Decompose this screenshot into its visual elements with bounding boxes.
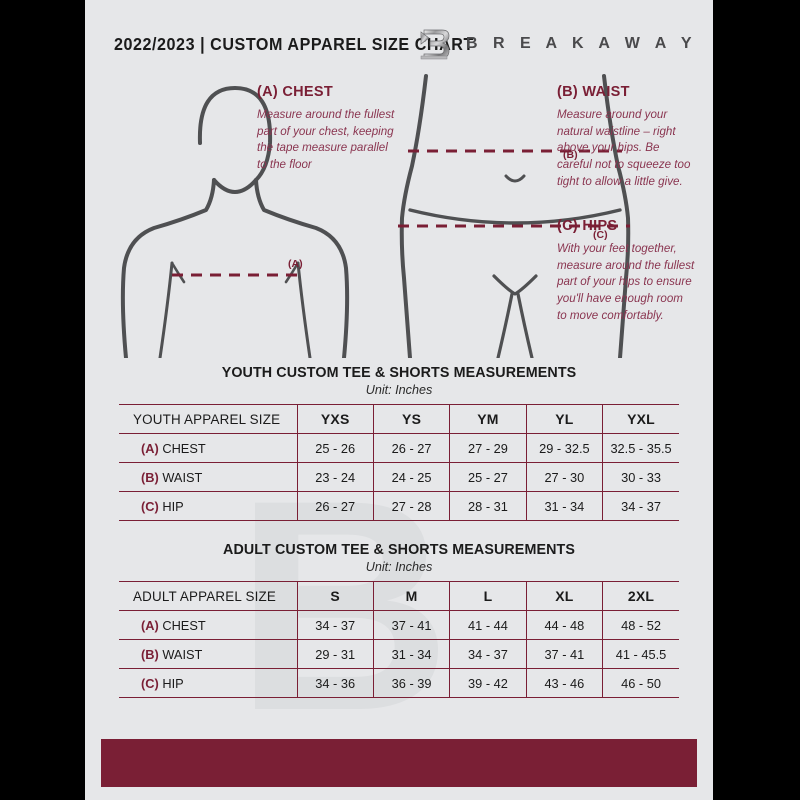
youth-size-table: YOUTH APPAREL SIZE YXS YS YM YL YXL (A) … bbox=[119, 404, 679, 521]
youth-cell-0-0: 25 - 26 bbox=[296, 433, 374, 463]
adult-header-row: ADULT APPAREL SIZE S M L XL 2XL bbox=[119, 581, 679, 611]
youth-cell-1-3: 27 - 30 bbox=[525, 462, 603, 492]
youth-row-1-name: WAIST bbox=[162, 469, 203, 485]
youth-size-col-4: YXL bbox=[602, 404, 679, 434]
youth-cell-1-1: 24 - 25 bbox=[372, 462, 450, 492]
youth-cell-0-3: 29 - 32.5 bbox=[525, 433, 603, 463]
body-diagrams: (A) (B) (C) (A) CHEST Measure around the… bbox=[85, 68, 713, 358]
adult-size-col-2: L bbox=[449, 581, 527, 611]
adult-row-2-name: HIP bbox=[162, 675, 184, 691]
adult-cell-1-3: 37 - 41 bbox=[525, 639, 603, 669]
youth-row-1-tag: (B) bbox=[141, 469, 159, 485]
adult-row-1-label: (B) WAIST bbox=[119, 639, 297, 669]
youth-row-0-label: (A) CHEST bbox=[119, 433, 297, 463]
youth-header-row: YOUTH APPAREL SIZE YXS YS YM YL YXL bbox=[119, 404, 679, 434]
adult-cell-2-3: 43 - 46 bbox=[525, 668, 603, 698]
adult-cell-2-2: 39 - 42 bbox=[449, 668, 527, 698]
table-row: (B) WAIST 29 - 31 31 - 34 34 - 37 37 - 4… bbox=[119, 639, 679, 669]
adult-size-col-1: M bbox=[372, 581, 450, 611]
waist-note-body: Measure around your natural waistline – … bbox=[557, 108, 691, 188]
youth-size-col-1: YS bbox=[372, 404, 450, 434]
adult-row-0-tag: (A) bbox=[141, 617, 159, 633]
table-row: (B) WAIST 23 - 24 24 - 25 25 - 27 27 - 3… bbox=[119, 462, 679, 492]
table-row: (A) CHEST 34 - 37 37 - 41 41 - 44 44 - 4… bbox=[119, 610, 679, 640]
youth-row-1-label: (B) WAIST bbox=[119, 462, 297, 492]
adult-cell-1-4: 41 - 45.5 bbox=[602, 639, 679, 669]
size-chart-page: B 2022/2023 | CUSTOM APPAREL SIZE CHART bbox=[85, 0, 713, 800]
youth-cell-2-3: 31 - 34 bbox=[525, 491, 603, 521]
adult-row-0-label: (A) CHEST bbox=[119, 610, 297, 640]
youth-cell-2-2: 28 - 31 bbox=[449, 491, 527, 521]
youth-cell-0-2: 27 - 29 bbox=[449, 433, 527, 463]
hips-note-body: With your feet together, measure around … bbox=[557, 242, 695, 322]
youth-cell-0-1: 26 - 27 bbox=[372, 433, 450, 463]
youth-table-title: YOUTH CUSTOM TEE & SHORTS MEASUREMENTS bbox=[221, 365, 577, 381]
adult-size-header: ADULT APPAREL SIZE bbox=[119, 581, 297, 611]
youth-cell-2-1: 27 - 28 bbox=[372, 491, 450, 521]
adult-size-col-3: XL bbox=[525, 581, 603, 611]
table-row: (C) HIP 26 - 27 27 - 28 28 - 31 31 - 34 … bbox=[119, 491, 679, 521]
lower-body-figure bbox=[398, 74, 631, 358]
youth-cell-2-0: 26 - 27 bbox=[296, 491, 374, 521]
adult-row-0-name: CHEST bbox=[162, 617, 206, 633]
adult-row-2-tag: (C) bbox=[141, 675, 159, 691]
table-row: (C) HIP 34 - 36 36 - 39 39 - 42 43 - 46 … bbox=[119, 668, 679, 698]
adult-row-2-label: (C) HIP bbox=[119, 668, 297, 698]
chest-note: (A) CHEST Measure around the fullest par… bbox=[257, 84, 395, 174]
adult-size-col-0: S bbox=[296, 581, 374, 611]
adult-cell-0-4: 48 - 52 bbox=[602, 610, 679, 640]
adult-row-1-name: WAIST bbox=[162, 646, 203, 662]
adult-cell-0-1: 37 - 41 bbox=[372, 610, 450, 640]
hips-note: (C) HIPS With your feet together, measur… bbox=[557, 218, 695, 324]
page-title: 2022/2023 | CUSTOM APPAREL SIZE CHART bbox=[114, 33, 474, 54]
page-header: 2022/2023 | CUSTOM APPAREL SIZE CHART B … bbox=[85, 24, 713, 64]
breakaway-b-logo-icon bbox=[420, 29, 450, 60]
youth-cell-1-2: 25 - 27 bbox=[449, 462, 527, 492]
adult-row-1-tag: (B) bbox=[141, 646, 159, 662]
youth-size-col-0: YXS bbox=[296, 404, 374, 434]
adult-size-col-4: 2XL bbox=[602, 581, 679, 611]
adult-table-block: ADULT CUSTOM TEE & SHORTS MEASUREMENTS U… bbox=[85, 542, 713, 698]
youth-size-col-2: YM bbox=[449, 404, 527, 434]
brand-name: B R E A K A W A Y bbox=[466, 35, 697, 52]
adult-cell-2-4: 46 - 50 bbox=[602, 668, 679, 698]
adult-cell-2-0: 34 - 36 bbox=[296, 668, 374, 698]
adult-cell-1-0: 29 - 31 bbox=[296, 639, 374, 669]
adult-cell-0-2: 41 - 44 bbox=[449, 610, 527, 640]
adult-cell-0-0: 34 - 37 bbox=[296, 610, 374, 640]
chest-note-body: Measure around the fullest part of your … bbox=[257, 108, 395, 172]
youth-cell-1-0: 23 - 24 bbox=[296, 462, 374, 492]
youth-row-2-label: (C) HIP bbox=[119, 491, 297, 521]
chest-dim-label: (A) bbox=[288, 258, 303, 270]
adult-size-table: ADULT APPAREL SIZE S M L XL 2XL (A) CHES… bbox=[119, 581, 679, 698]
youth-row-0-name: CHEST bbox=[162, 440, 206, 456]
adult-table-unit: Unit: Inches bbox=[365, 560, 433, 574]
chest-note-title: (A) CHEST bbox=[257, 84, 333, 100]
youth-table-unit: Unit: Inches bbox=[365, 383, 433, 397]
waist-note: (B) WAIST Measure around your natural wa… bbox=[557, 84, 695, 190]
youth-cell-0-4: 32.5 - 35.5 bbox=[602, 433, 679, 463]
adult-cell-2-1: 36 - 39 bbox=[372, 668, 450, 698]
youth-size-header: YOUTH APPAREL SIZE bbox=[119, 404, 297, 434]
adult-cell-1-1: 31 - 34 bbox=[372, 639, 450, 669]
adult-table-title: ADULT CUSTOM TEE & SHORTS MEASUREMENTS bbox=[223, 542, 575, 558]
footer-bar bbox=[101, 739, 697, 787]
youth-table-block: YOUTH CUSTOM TEE & SHORTS MEASUREMENTS U… bbox=[85, 365, 713, 521]
youth-cell-2-4: 34 - 37 bbox=[602, 491, 679, 521]
youth-row-0-tag: (A) bbox=[141, 440, 159, 456]
youth-row-2-tag: (C) bbox=[141, 498, 159, 514]
waist-note-title: (B) WAIST bbox=[557, 84, 630, 100]
hips-note-title: (C) HIPS bbox=[557, 218, 618, 234]
adult-cell-0-3: 44 - 48 bbox=[525, 610, 603, 640]
upper-body-figure bbox=[120, 86, 350, 358]
adult-cell-1-2: 34 - 37 bbox=[449, 639, 527, 669]
waist-dim-label: (B) bbox=[563, 149, 578, 161]
brand-lockup: B R E A K A W A Y bbox=[418, 26, 697, 62]
youth-row-2-name: HIP bbox=[162, 498, 184, 514]
youth-cell-1-4: 30 - 33 bbox=[602, 462, 679, 492]
youth-size-col-3: YL bbox=[525, 404, 603, 434]
table-row: (A) CHEST 25 - 26 26 - 27 27 - 29 29 - 3… bbox=[119, 433, 679, 463]
hips-dim-label: (C) bbox=[593, 229, 608, 241]
